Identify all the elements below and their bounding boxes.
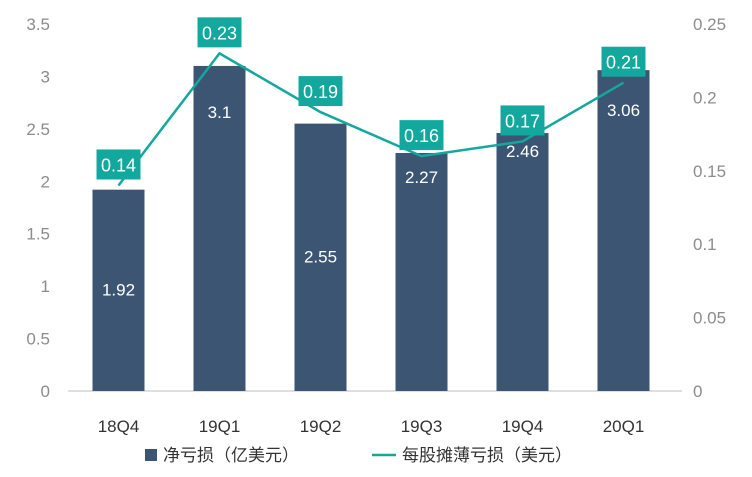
right-tick-label: 0.2: [693, 88, 717, 107]
line-data-label: 0.17: [505, 111, 540, 131]
line-label-box: [96, 149, 141, 180]
bar: [597, 70, 650, 391]
left-tick-label: 0: [41, 382, 50, 401]
category-label: 20Q1: [603, 417, 645, 436]
left-tick-label: 1: [41, 277, 50, 296]
right-axis: 0 0.05 0.1 0.15 0.2 0.25: [693, 15, 726, 401]
bar-data-label: 3.06: [607, 101, 640, 120]
left-tick-label: 1.5: [26, 225, 50, 244]
line-label-box: [298, 76, 343, 107]
left-tick-label: 2.5: [26, 120, 50, 139]
category-label: 19Q1: [199, 417, 241, 436]
bar-data-label: 2.55: [304, 247, 337, 266]
line-label-box: [197, 17, 242, 48]
category-labels: 18Q4 19Q1 19Q2 19Q3 19Q4 20Q1: [98, 417, 645, 436]
bar: [193, 65, 246, 391]
category-label: 18Q4: [98, 417, 140, 436]
line-data-label: 0.19: [303, 82, 338, 102]
right-tick-label: 0.05: [693, 309, 726, 328]
line-data-labels: 0.14 0.23 0.19 0.16 0.17 0.21: [96, 17, 646, 180]
bar: [496, 133, 549, 391]
line-data-label: 0.23: [202, 23, 237, 43]
line-data-label: 0.14: [101, 155, 136, 175]
left-tick-label: 2: [41, 172, 50, 191]
legend-bar-swatch: [145, 449, 157, 461]
bar: [294, 123, 347, 391]
line-data-label: 0.21: [606, 53, 641, 73]
category-label: 19Q3: [401, 417, 443, 436]
bar-data-label: 3.1: [208, 103, 232, 122]
line-data-label: 0.16: [404, 126, 439, 146]
category-label: 19Q2: [300, 417, 342, 436]
line-label-box: [399, 120, 444, 151]
left-tick-label: 3.5: [26, 15, 50, 34]
left-tick-label: 3: [41, 67, 50, 86]
legend-line-label: 每股摊薄亏损（美元）: [402, 446, 572, 466]
right-tick-label: 0.1: [693, 235, 717, 254]
bar-data-label: 2.46: [506, 142, 539, 161]
left-tick-label: 0.5: [26, 330, 50, 349]
bar-data-label: 2.27: [405, 168, 438, 187]
legend-bar-label: 净亏损（亿美元）: [163, 446, 299, 466]
right-tick-label: 0: [693, 382, 702, 401]
bar: [395, 152, 448, 391]
right-tick-label: 0.15: [693, 162, 726, 181]
bar: [92, 189, 145, 391]
bar-series: 1.92 3.1 2.55 2.27 2.46 3.06: [92, 65, 650, 391]
legend: 净亏损（亿美元） 每股摊薄亏损（美元）: [145, 446, 572, 466]
bar-data-label: 1.92: [102, 280, 135, 299]
category-label: 19Q4: [502, 417, 544, 436]
right-tick-label: 0.25: [693, 15, 726, 34]
line-label-box: [500, 105, 545, 136]
line-label-box: [601, 46, 646, 77]
left-axis: 0 0.5 1 1.5 2 2.5 3 3.5: [26, 15, 50, 401]
